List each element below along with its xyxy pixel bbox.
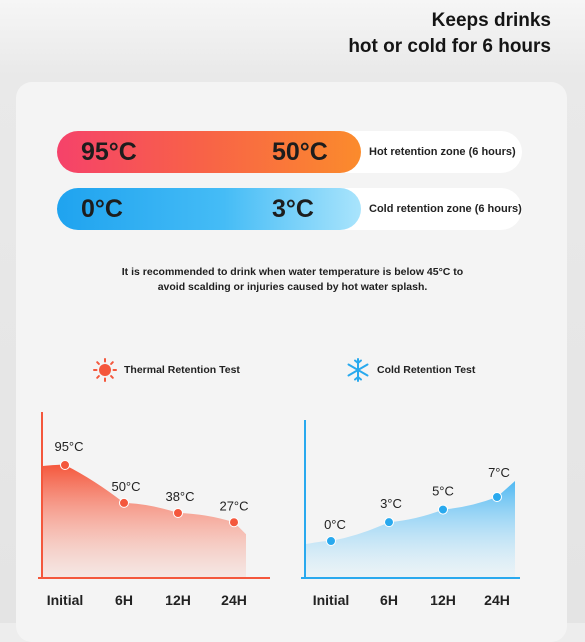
headline-line-1: Keeps drinks [431,10,551,31]
hot-value-label: 38°C [165,489,194,504]
safety-note: It is recommended to drink when water te… [60,265,525,295]
hot-point [173,508,183,518]
retention-charts: 95°C Initial 50°C 6H 38°C 12H 27°C 24H 0°C Initia… [38,412,520,608]
hot-end-temp: 50°C [272,138,328,166]
hot-category-label: 12H [165,592,191,608]
thermal-test-label: Thermal Retention Test [124,364,240,376]
snowflake-icon [347,358,369,382]
sun-icon [93,358,117,382]
hot-area [43,464,246,578]
cold-category-label: Initial [313,592,350,608]
cold-value-label: 0°C [324,517,346,532]
cold-end-temp: 3°C [272,195,314,223]
cold-value-label: 3°C [380,496,402,511]
safety-note-line-1: It is recommended to drink when water te… [121,266,464,278]
cold-value-label: 7°C [488,465,510,480]
hot-point [60,460,70,470]
hot-point [229,517,239,528]
hot-value-label: 50°C [111,479,140,494]
cold-point [384,517,394,528]
headline: Keeps drinks hot or cold for 6 hours [348,8,551,60]
headline-line-2: hot or cold for 6 hours [348,36,551,57]
cold-gradient-bar [57,188,361,230]
hot-zone-label: Hot retention zone (6 hours) [369,146,516,158]
hot-start-temp: 95°C [81,138,137,166]
cold-test-legend: Cold Retention Test [345,358,475,382]
cold-retention-zone: 0°C 3°C Cold retention zone (6 hours) [57,188,522,230]
hot-value-label: 27°C [219,498,248,513]
hot-point [119,497,129,508]
hot-gradient-bar [57,131,361,173]
cold-point [326,536,336,546]
hot-retention-zone: 95°C 50°C Hot retention zone (6 hours) [57,131,522,173]
cold-category-label: 24H [484,592,510,608]
hot-category-label: 6H [115,592,133,608]
cold-zone-label: Cold retention zone (6 hours) [369,203,522,215]
hot-value-label: 95°C [54,439,83,454]
cold-point [492,492,502,502]
safety-note-line-2: avoid scalding or injuries caused by hot… [157,281,428,293]
cold-start-temp: 0°C [81,195,123,223]
cold-value-label: 5°C [432,484,454,499]
cold-category-label: 12H [430,592,456,608]
cold-test-label: Cold Retention Test [377,364,476,376]
hot-category-label: Initial [47,592,84,608]
cold-area [306,481,515,578]
thermal-test-legend: Thermal Retention Test [92,358,240,382]
cold-category-label: 6H [380,592,398,608]
hot-category-label: 24H [221,592,247,608]
cold-point [438,504,448,515]
